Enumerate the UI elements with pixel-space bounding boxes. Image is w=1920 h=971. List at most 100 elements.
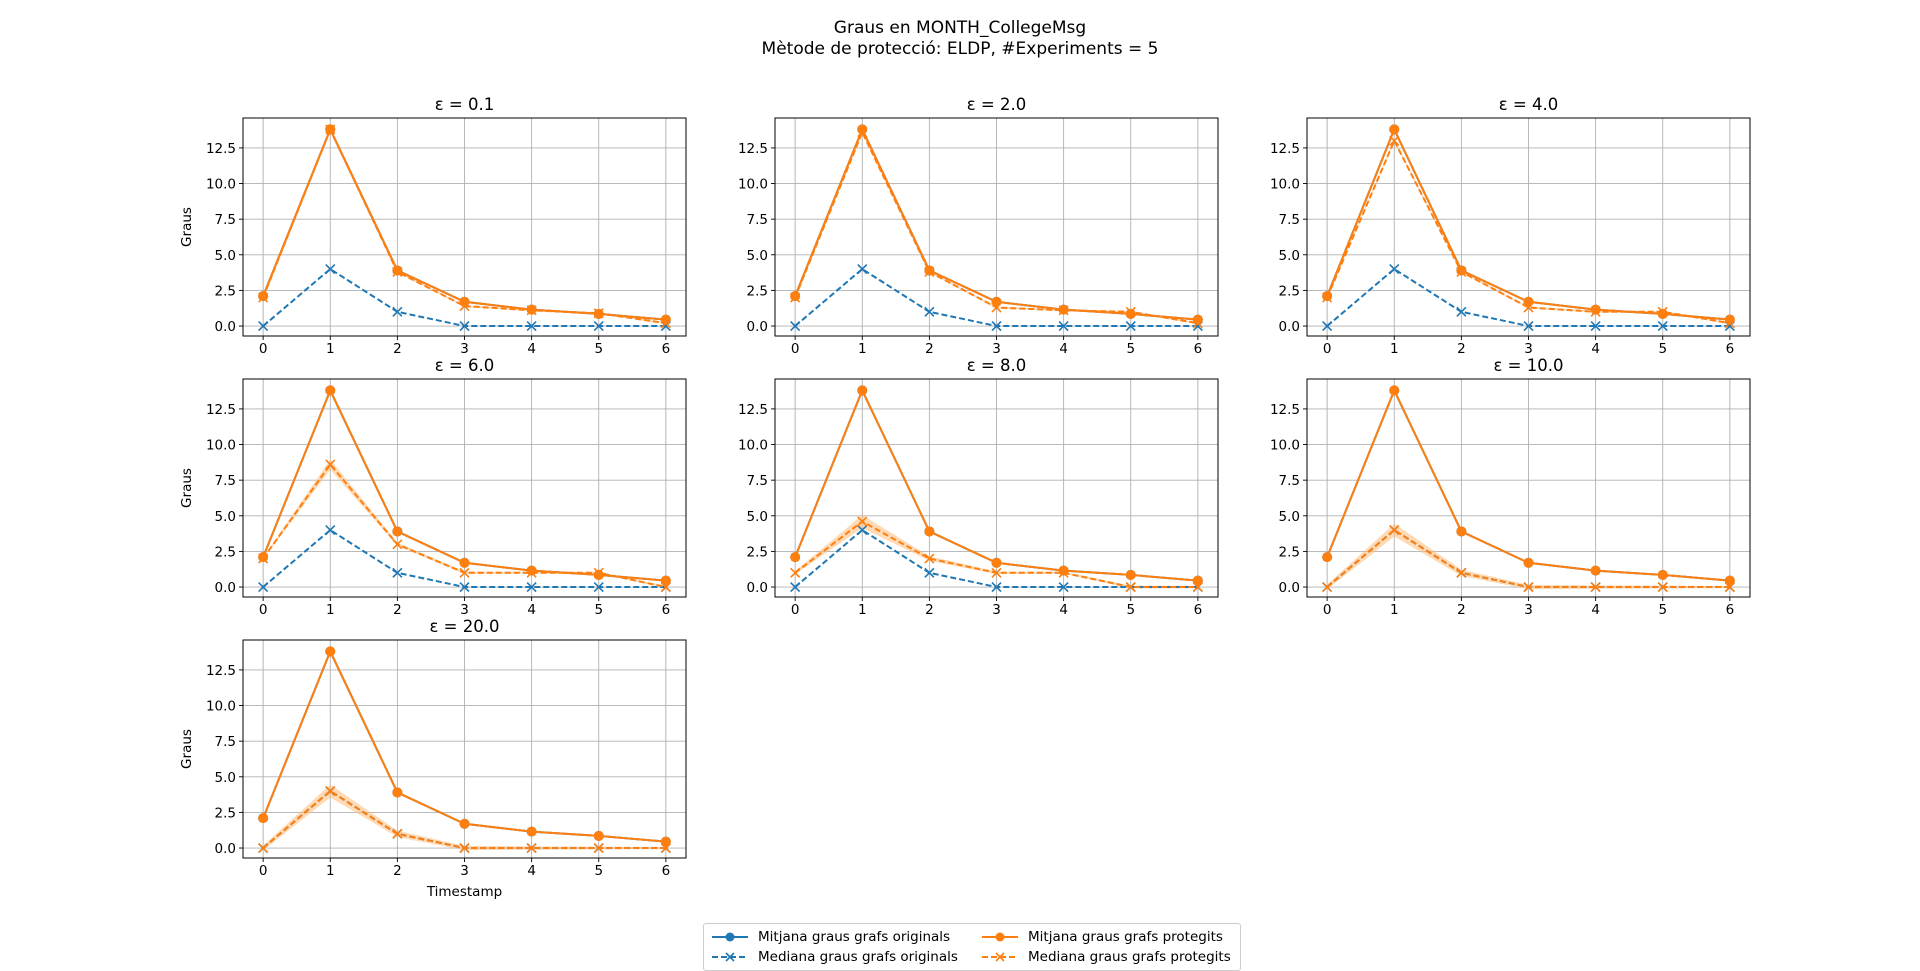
legend-label: Mediana graus grafs originals: [758, 949, 958, 965]
y-tick-label: 10.0: [1270, 177, 1300, 193]
x-tick-label: 0: [259, 863, 268, 879]
data-point-prot_mean: [325, 646, 336, 657]
data-point-orig_median: [258, 320, 269, 332]
data-point-prot_median: [857, 516, 868, 527]
data-point-prot_median: [325, 124, 336, 135]
y-tick-label: 12.5: [1270, 141, 1300, 157]
subplot-title: ε = 6.0: [435, 356, 494, 375]
x-tick-label: 2: [393, 602, 402, 618]
data-point-prot_mean: [1322, 552, 1333, 563]
data-point-orig_median: [790, 581, 801, 593]
x-tick-label: 3: [460, 602, 469, 618]
x-tick-label: 3: [992, 602, 1001, 618]
data-point-prot_median: [1389, 524, 1400, 536]
data-point-orig_median: [392, 567, 403, 578]
x-tick-label: 2: [393, 341, 402, 357]
data-point-prot_median: [924, 553, 935, 564]
data-point-prot_median: [258, 292, 269, 303]
y-tick-label: 0.0: [747, 319, 768, 335]
data-point-prot_mean: [1192, 575, 1203, 586]
data-point-prot_median: [790, 292, 801, 303]
data-point-prot_median: [660, 318, 671, 329]
data-point-orig_median: [991, 581, 1002, 593]
y-tick-label: 7.5: [215, 734, 236, 750]
data-point-orig_median: [924, 567, 935, 578]
x-tick-label: 5: [1126, 341, 1135, 357]
legend-label: Mediana graus grafs protegits: [1028, 949, 1231, 965]
data-point-orig_median: [258, 581, 269, 593]
y-tick-label: 10.0: [1270, 438, 1300, 454]
data-point-prot_median: [593, 567, 604, 578]
y-tick-label: 2.5: [215, 283, 236, 299]
data-point-prot_median: [392, 266, 403, 277]
legend-swatch-orig-mean: [712, 932, 748, 942]
data-point-prot_median: [258, 553, 269, 564]
y-tick-label: 2.5: [215, 805, 236, 821]
x-tick-label: 1: [1390, 341, 1399, 357]
y-tick-label: 2.5: [215, 544, 236, 560]
data-point-prot_median: [1724, 581, 1735, 593]
data-point-prot_median: [991, 302, 1002, 313]
legend-label: Mitjana graus grafs protegits: [1028, 929, 1223, 945]
plot-frame: [242, 378, 687, 598]
data-point-orig_median: [1125, 320, 1136, 332]
x-tick-label: 6: [662, 863, 671, 879]
x-tick-label: 1: [858, 602, 867, 618]
data-point-prot_mean: [660, 575, 671, 586]
data-point-prot_median: [459, 567, 470, 578]
data-point-orig_median: [1456, 306, 1467, 317]
x-tick-label: 0: [1323, 341, 1332, 357]
data-point-prot_median: [1590, 581, 1601, 593]
data-point-prot_median: [526, 567, 537, 578]
data-point-prot_median: [1657, 306, 1668, 317]
data-point-prot_mean: [1657, 569, 1668, 580]
data-point-prot_median: [1523, 302, 1534, 313]
data-point-prot_mean: [1523, 557, 1534, 568]
y-tick-label: 2.5: [1279, 283, 1300, 299]
y-tick-label: 2.5: [747, 544, 768, 560]
x-tick-label: 2: [1457, 341, 1466, 357]
data-point-prot_mean: [857, 124, 868, 135]
x-tick-label: 0: [791, 602, 800, 618]
data-point-prot_median: [857, 127, 868, 138]
y-tick-label: 7.5: [215, 473, 236, 489]
data-point-orig_median: [790, 320, 801, 332]
data-point-prot_mean: [1389, 385, 1400, 396]
y-tick-label: 12.5: [1270, 402, 1300, 418]
x-tick-label: 5: [594, 602, 603, 618]
data-point-prot_mean: [392, 526, 403, 537]
x-tick-label: 1: [326, 341, 335, 357]
data-point-prot_median: [924, 266, 935, 277]
x-tick-label: 5: [594, 863, 603, 879]
x-tick-label: 6: [1726, 602, 1735, 618]
legend-swatch-prot-mean: [982, 932, 1018, 942]
x-tick-label: 5: [1126, 602, 1135, 618]
data-point-prot_median: [790, 567, 801, 578]
y-tick-label: 2.5: [1279, 544, 1300, 560]
subplot-title: ε = 10.0: [1494, 356, 1564, 375]
data-point-prot_median: [593, 842, 604, 854]
x-tick-label: 2: [925, 341, 934, 357]
y-tick-label: 0.0: [215, 841, 236, 857]
x-tick-label: 6: [1194, 602, 1203, 618]
data-point-prot_median: [325, 785, 336, 797]
data-point-prot_mean: [857, 385, 868, 396]
data-point-orig_median: [857, 524, 868, 536]
x-tick-label: 4: [1059, 602, 1068, 618]
data-point-prot_median: [1456, 567, 1467, 578]
data-point-prot_median: [459, 301, 470, 312]
legend-label: Mitjana graus grafs originals: [758, 929, 951, 945]
data-point-prot_mean: [1456, 526, 1467, 537]
y-tick-label: 12.5: [738, 141, 768, 157]
data-point-orig_median: [526, 320, 537, 332]
x-tick-label: 4: [527, 863, 536, 879]
data-point-prot_median: [459, 842, 470, 854]
data-point-prot_median: [1590, 306, 1601, 317]
data-point-prot_mean: [258, 813, 269, 824]
y-tick-label: 0.0: [1279, 580, 1300, 596]
y-tick-label: 7.5: [747, 473, 768, 489]
x-tick-label: 0: [259, 341, 268, 357]
data-point-prot_median: [325, 459, 336, 470]
x-tick-label: 4: [527, 341, 536, 357]
data-point-prot_median: [1125, 306, 1136, 317]
